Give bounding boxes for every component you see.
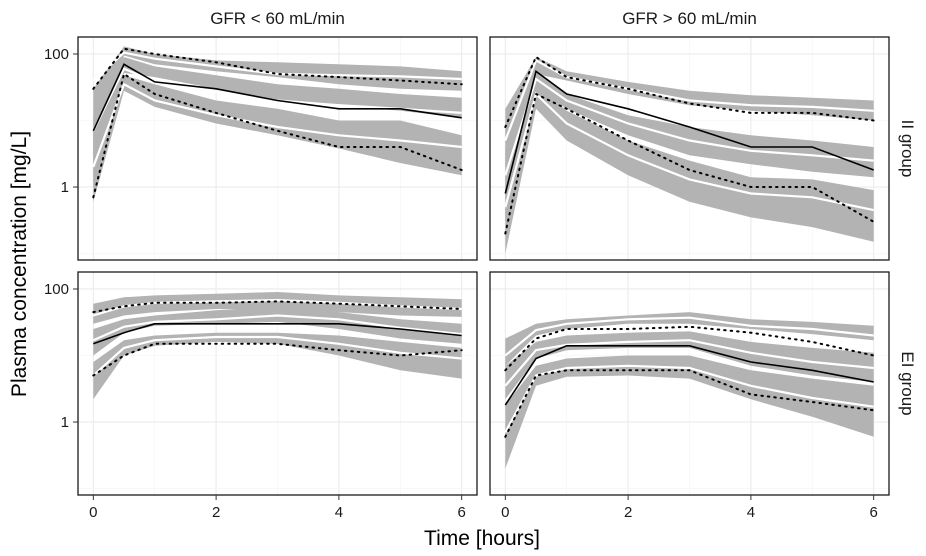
x-tick-label: 0 — [501, 504, 509, 521]
prediction-band — [505, 57, 874, 167]
prediction-band — [505, 71, 874, 222]
observed-p5-line — [92, 72, 463, 199]
observed-p5-line — [504, 92, 875, 235]
prediction-band — [93, 57, 462, 187]
panel-ei-gfr-high — [489, 271, 890, 496]
simulated-percentile-line — [92, 298, 462, 317]
observed-median-line — [504, 69, 874, 194]
observed-p95-line — [504, 55, 875, 128]
prediction-band — [505, 331, 874, 400]
prediction-band — [505, 312, 874, 366]
observed-p95-line — [504, 325, 875, 372]
simulated-percentile-line — [504, 91, 874, 212]
simulated-percentile-line — [92, 51, 462, 82]
x-tick-labels: 0 2 4 6 0 2 4 6 — [89, 495, 878, 521]
x-axis-title: Time [hours] — [424, 527, 540, 550]
x-tick-label: 4 — [335, 504, 343, 521]
observed-median-line — [504, 344, 874, 406]
panel-border — [489, 271, 890, 496]
observed-p95-line — [92, 47, 463, 90]
prediction-band — [505, 355, 874, 469]
x-tick-label: 2 — [624, 504, 632, 521]
x-tick-label: 4 — [747, 504, 755, 521]
simulated-percentile-line — [504, 58, 874, 141]
row-strip-label: EI group — [898, 351, 917, 415]
observed-p5-line — [92, 342, 463, 377]
panels-layer — [77, 36, 890, 496]
column-strip-label: GFR > 60 mL/min — [622, 9, 757, 28]
panel-ii-gfr-low — [77, 36, 478, 261]
strip-labels: GFR < 60 mL/min GFR > 60 mL/min II group EI… — [210, 9, 917, 416]
simulated-percentile-line — [504, 77, 874, 176]
y-axis-title: Plasma concentration [mg/L] — [8, 131, 31, 397]
y-tick-label: 1 — [61, 414, 69, 431]
simulated-percentile-line — [504, 339, 874, 387]
simulated-percentile-line — [92, 335, 462, 377]
row-strip-label: II group — [898, 120, 917, 178]
column-strip-label: GFR < 60 mL/min — [210, 9, 345, 28]
y-tick-label: 100 — [44, 46, 69, 63]
x-tick-label: 2 — [212, 504, 220, 521]
simulated-percentile-line — [504, 316, 874, 357]
observed-median-line — [92, 63, 462, 132]
simulated-percentile-line — [92, 314, 462, 342]
panel-border — [77, 271, 478, 496]
y-tick-label: 100 — [44, 281, 69, 298]
y-tick-labels: 1 100 1 100 — [44, 46, 78, 431]
x-tick-label: 6 — [457, 504, 465, 521]
x-tick-label: 6 — [869, 504, 877, 521]
y-tick-label: 1 — [61, 179, 69, 196]
x-tick-label: 0 — [89, 504, 97, 521]
panel-ei-gfr-low — [77, 271, 478, 496]
observed-median-line — [93, 322, 462, 345]
panel-border — [489, 36, 890, 261]
observed-p5-line — [504, 369, 875, 438]
prediction-band — [93, 306, 462, 356]
panel-border — [77, 36, 478, 261]
panel-ii-gfr-high — [489, 36, 890, 261]
